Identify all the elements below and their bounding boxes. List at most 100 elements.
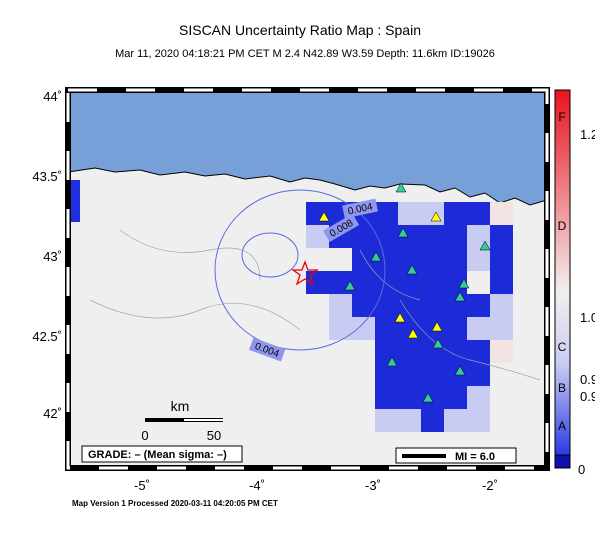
contour	[241, 232, 299, 278]
contour-label-box	[342, 198, 379, 219]
cell	[490, 202, 513, 225]
scale-tick: 50	[207, 428, 221, 443]
station	[386, 356, 398, 367]
contour-label-box	[248, 337, 286, 362]
cell	[467, 294, 490, 317]
colorbar-value: 0.9	[580, 372, 595, 387]
cell	[375, 225, 398, 248]
cell	[398, 202, 421, 225]
cell	[398, 340, 421, 363]
station	[318, 211, 330, 222]
title: SISCAN Uncertainty Ratio Map : Spain	[179, 22, 421, 38]
cell	[398, 386, 421, 409]
grade: GRADE: – (Mean sigma: –)	[88, 449, 227, 461]
cell	[398, 409, 421, 432]
lat-label: 44˚	[43, 89, 62, 104]
station	[370, 251, 382, 262]
station	[431, 321, 443, 332]
station	[458, 278, 470, 289]
colorbar	[554, 89, 571, 456]
colorbar-value: 1.2	[580, 127, 595, 142]
lat-label: 43.5˚	[32, 169, 62, 184]
contour-label: 0.004	[347, 201, 374, 217]
cell	[444, 294, 467, 317]
cell	[467, 363, 490, 386]
cell	[398, 271, 421, 294]
epicenter	[290, 260, 320, 286]
cell	[444, 248, 467, 271]
map: 0.004 0.008 0.004 km 0 50 GRADE: – (Mean…	[65, 87, 550, 471]
cell	[375, 317, 398, 340]
cell	[375, 409, 398, 432]
mi-box	[395, 447, 517, 464]
cell	[421, 363, 444, 386]
grade-letter: D	[558, 219, 567, 233]
cell	[421, 409, 444, 432]
cell	[490, 225, 513, 248]
cell	[444, 409, 467, 432]
cell	[375, 271, 398, 294]
subtitle: Mar 11, 2020 04:18:21 PM CET M 2.4 N42.8…	[115, 48, 495, 60]
cell	[329, 294, 352, 317]
cell	[467, 317, 490, 340]
lon-label: -5˚	[134, 478, 150, 493]
station	[479, 240, 491, 251]
cell	[421, 294, 444, 317]
lat-label: 42˚	[43, 406, 62, 421]
cell	[444, 340, 467, 363]
lon-label: -4˚	[249, 478, 265, 493]
cell	[421, 202, 444, 225]
cell	[375, 248, 398, 271]
cell	[467, 409, 490, 432]
cell	[375, 340, 398, 363]
cell	[375, 363, 398, 386]
cell	[444, 225, 467, 248]
cell	[306, 225, 329, 248]
cell	[352, 225, 375, 248]
colorbar-value: 0.9	[580, 389, 595, 404]
station	[344, 280, 356, 291]
cell	[421, 386, 444, 409]
grade-letter: B	[558, 381, 566, 395]
grade-letter: C	[558, 340, 567, 354]
footer: Map Version 1 Processed 2020-03-11 04:20…	[72, 499, 278, 508]
stations	[318, 182, 491, 403]
cell	[306, 271, 329, 294]
cell	[467, 202, 490, 225]
lon-label: -2˚	[482, 478, 498, 493]
lat-label: 42.5˚	[32, 329, 62, 344]
station	[454, 291, 466, 302]
colorbar-value: 1.0	[580, 310, 595, 325]
cell	[329, 271, 352, 294]
cell	[467, 248, 490, 271]
mi: MI = 6.0	[455, 451, 495, 463]
cell	[306, 202, 329, 225]
cell	[421, 225, 444, 248]
cell	[467, 386, 490, 409]
station	[395, 182, 407, 193]
colorbar-value: 0	[578, 462, 585, 477]
cell	[444, 386, 467, 409]
cell	[398, 248, 421, 271]
grade-letter: F	[558, 110, 565, 124]
station	[422, 392, 434, 403]
station	[407, 328, 419, 339]
lon-label: -3˚	[365, 478, 381, 493]
cell	[490, 248, 513, 271]
station	[454, 365, 466, 376]
cell	[490, 317, 513, 340]
cell	[352, 317, 375, 340]
contour-label-box	[323, 213, 360, 243]
cell	[329, 317, 352, 340]
grade-box	[81, 445, 243, 463]
grade-letter: A	[558, 419, 566, 433]
station	[430, 211, 442, 222]
colorbar-zero	[554, 454, 571, 469]
lat-label: 43˚	[43, 249, 62, 264]
contour	[214, 189, 386, 351]
frame-ticks	[66, 88, 549, 470]
scale-bar	[184, 419, 223, 421]
cell	[375, 202, 398, 225]
cell	[352, 271, 375, 294]
